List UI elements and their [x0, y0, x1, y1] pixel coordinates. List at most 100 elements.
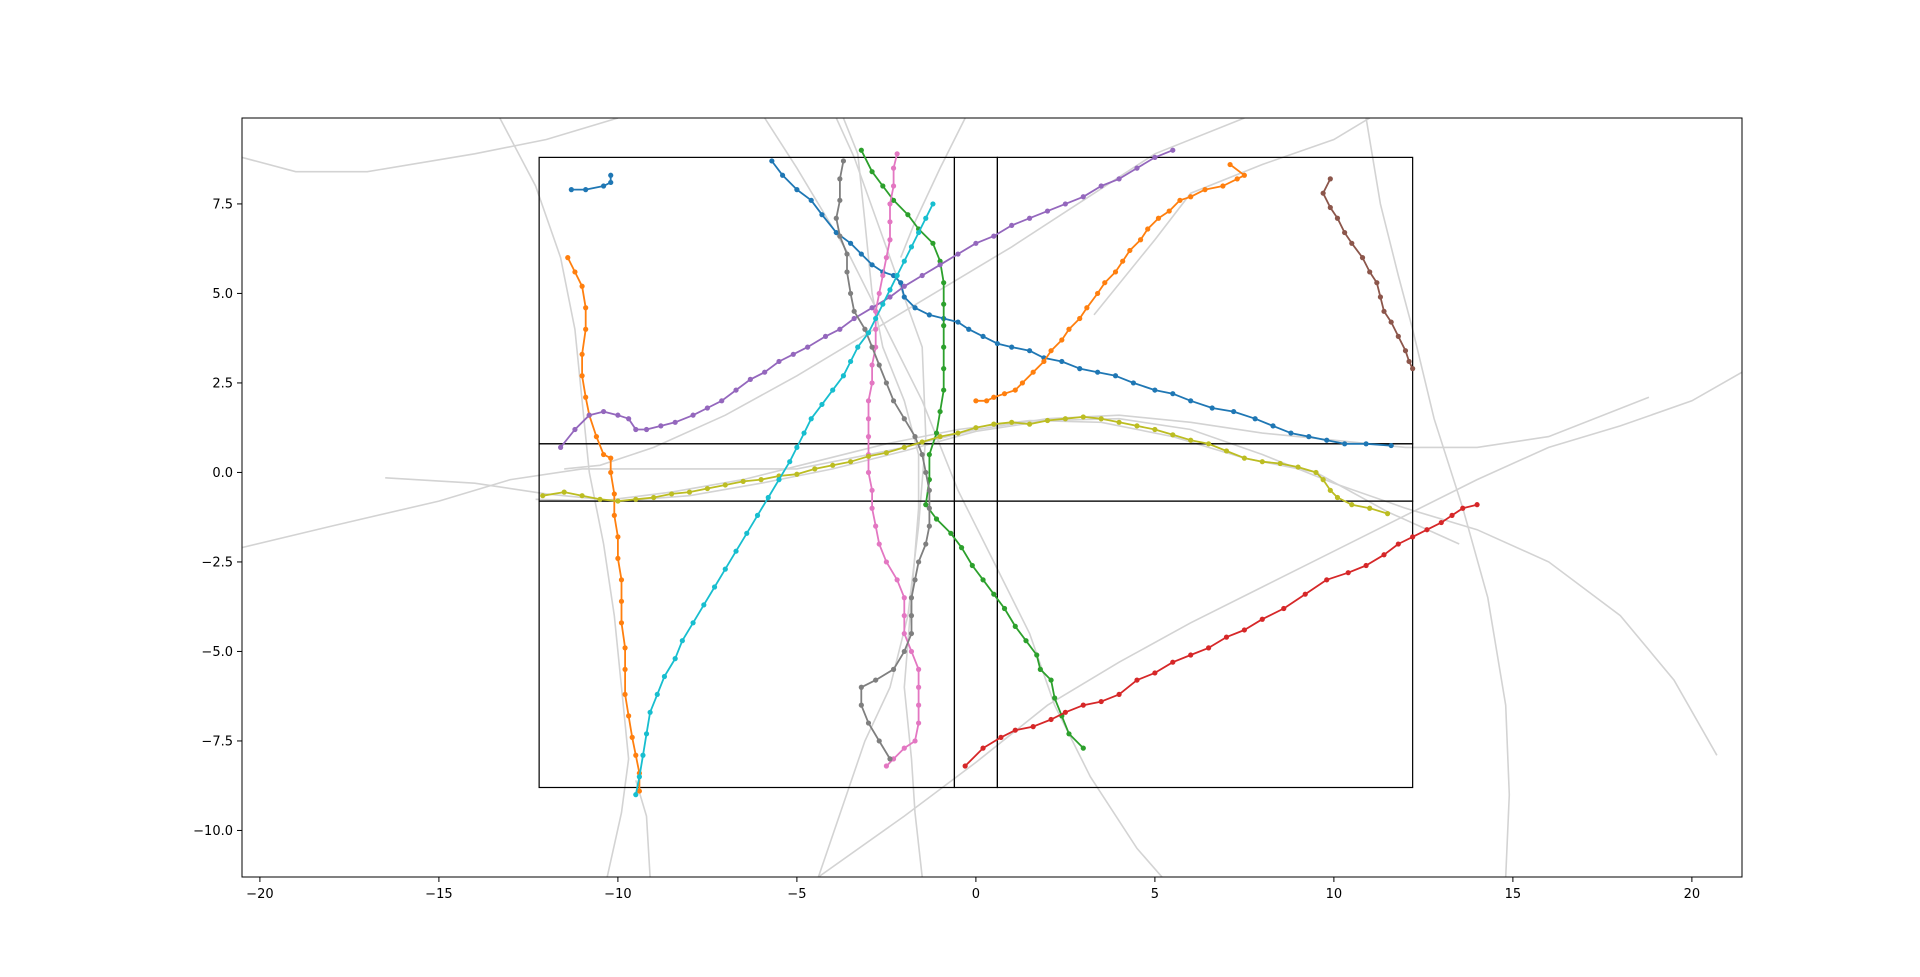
series-1-point-1 [568, 187, 574, 193]
series-3-point-10 [593, 434, 600, 440]
series-2-point-18 [966, 326, 972, 332]
series-12-point-1 [633, 792, 639, 798]
series-11-point-24 [955, 430, 961, 436]
series-6-point-22 [1345, 570, 1351, 576]
series-11-point-44 [1313, 469, 1319, 476]
series-12-point-7 [661, 673, 668, 680]
series-7-point-18 [790, 351, 796, 357]
series-6-point-19 [1281, 605, 1287, 612]
series-5-point-14 [941, 387, 947, 393]
series-11-point-37 [1188, 437, 1194, 443]
series-4-point-12 [1077, 315, 1083, 322]
y-tick-label-2: 5.0 [212, 287, 233, 302]
series-7-point-19 [805, 344, 811, 350]
series-5-point-12 [941, 344, 947, 350]
series-11-point-11 [722, 482, 728, 488]
series-10-point-7 [844, 269, 850, 275]
series-2-point-27 [1112, 373, 1119, 379]
series-7-point-30 [991, 233, 997, 239]
series-10-point-23 [916, 559, 922, 565]
series-4-point-5 [1012, 387, 1018, 393]
series-11-point-9 [686, 489, 693, 495]
series-12-point-27 [855, 344, 861, 350]
series-4-point-15 [1102, 280, 1108, 286]
x-tick-label-8: 15 [1505, 887, 1522, 902]
series-3-point-25 [629, 734, 635, 740]
series-8-point-12 [1388, 319, 1394, 325]
series-10-point-9 [851, 308, 857, 314]
series-3-point-1 [565, 255, 571, 261]
series-8-point-5 [1342, 229, 1348, 236]
series-11-point-28 [1026, 421, 1033, 427]
series-9-point-2 [890, 165, 897, 171]
x-tick-label-6: 5 [1151, 887, 1159, 902]
series-9-point-15 [865, 398, 872, 404]
background-path-13 [1365, 118, 1511, 877]
series-3-point-14 [611, 491, 617, 497]
series-2-point-28 [1130, 380, 1137, 386]
series-11-point-21 [901, 444, 907, 450]
series-2-point-36 [1288, 430, 1294, 436]
series-10-point-3 [837, 197, 843, 203]
series-2-point-34 [1252, 416, 1258, 422]
series-12-point-25 [840, 373, 847, 379]
x-tick-label-5: 0 [972, 887, 980, 902]
region-box-7 [538, 500, 956, 789]
series-4-point-26 [1220, 183, 1226, 189]
series-5-point-35 [1080, 745, 1086, 751]
series-6-point-8 [1080, 702, 1086, 708]
region-box-3 [996, 156, 1414, 445]
series-11-point-26 [991, 421, 997, 427]
series-11-point-16 [812, 466, 818, 472]
series-5-point-11 [941, 323, 947, 329]
series-11-point-8 [668, 491, 675, 497]
series-12-point-21 [801, 430, 807, 436]
series-7-point-17 [776, 358, 782, 365]
series-7-point-40 [1170, 147, 1176, 153]
series-11-point-39 [1223, 448, 1230, 454]
series-5-point-25 [991, 591, 997, 597]
series-12-point-8 [672, 656, 678, 662]
series-6-point-12 [1152, 670, 1158, 676]
y-tick-label-7: −7.5 [201, 734, 233, 749]
series-5-point-7 [930, 240, 936, 246]
series-6-point-28 [1438, 519, 1444, 526]
series-1 [568, 172, 614, 193]
series-11-point-6 [633, 496, 639, 502]
series-8-point-2 [1320, 190, 1326, 196]
series-6-point-17 [1241, 627, 1247, 633]
series-2-point-32 [1209, 405, 1215, 411]
series-11-point-30 [1062, 416, 1068, 422]
series-3-point-22 [622, 666, 628, 672]
series-3-point-8 [583, 394, 589, 400]
series-12-point-30 [880, 301, 886, 307]
series-2-point-3 [794, 187, 800, 193]
series-10-point-6 [844, 251, 850, 257]
series-11-point-2 [561, 489, 567, 495]
series-12-point-12 [711, 584, 718, 590]
series-10-point-31 [858, 684, 864, 690]
background-path-10 [899, 118, 966, 258]
series-5-point-22 [958, 545, 965, 551]
series-9-point-14 [869, 380, 875, 386]
series-12-point-2 [636, 774, 642, 780]
series-10-point-5 [837, 233, 843, 239]
series-2-point-13 [901, 294, 907, 300]
series-8-point-11 [1381, 308, 1387, 314]
series-6-point-23 [1363, 562, 1369, 569]
series-4-point-1 [973, 398, 979, 404]
y-axis-ticks: 7.5 5.0 2.5 0.0 −2.5 −5.0 −7.5 −10.0 [193, 197, 242, 839]
series-2-point-1 [769, 158, 775, 164]
axes-frame [241, 117, 1743, 878]
series-3-point-20 [618, 620, 625, 626]
series-10-point-2 [837, 176, 843, 182]
series-7-point-35 [1080, 194, 1086, 200]
series-7-point-16 [762, 369, 768, 375]
series-4-point-28 [1241, 172, 1247, 178]
series-4-point-4 [1001, 391, 1008, 397]
series-2-point-26 [1095, 369, 1101, 375]
series-3-point-16 [615, 534, 621, 540]
series-11-point-1 [540, 493, 546, 499]
series-9-point-8 [880, 272, 886, 279]
region-box-5 [953, 443, 998, 502]
